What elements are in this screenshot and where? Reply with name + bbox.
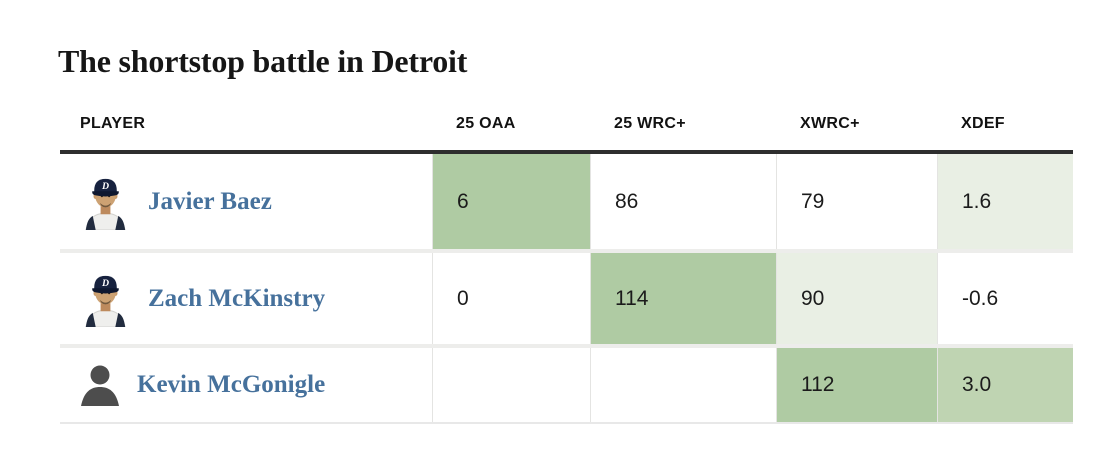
column-header-25oaa: 25 OAA <box>456 115 516 132</box>
stat-cell: -0.6 <box>937 253 1073 344</box>
stat-value: 79 <box>801 189 825 213</box>
player-cell: D Javier Baez <box>60 154 432 249</box>
page-title: The shortstop battle in Detroit <box>58 43 468 80</box>
stat-value: 112 <box>801 373 835 396</box>
player-name[interactable]: Zach McKinstry <box>148 284 326 312</box>
table-body: D Javier Baez 6 86 79 1.6 <box>60 154 1073 424</box>
stat-value: 1.6 <box>962 189 992 213</box>
stat-value: 0 <box>457 286 469 310</box>
stat-cell <box>432 348 590 422</box>
stat-cell: 90 <box>776 253 937 344</box>
stat-value: 90 <box>801 286 825 310</box>
stat-cell: 1.6 <box>937 154 1073 249</box>
stat-value: 86 <box>615 189 639 213</box>
table-header-row: PLAYER 25 OAA 25 WRC+ XWRC+ XDEF <box>60 96 1073 154</box>
stat-value: 3.0 <box>962 373 992 396</box>
stat-cell: 6 <box>432 154 590 249</box>
table-row: Kevin McGonigle 112 3.0 <box>60 344 1073 422</box>
player-name[interactable]: Javier Baez <box>148 187 272 215</box>
stat-value: -0.6 <box>962 286 999 310</box>
player-cell: D Zach McKinstry <box>60 253 432 344</box>
stat-cell: 0 <box>432 253 590 344</box>
stat-cell: 79 <box>776 154 937 249</box>
column-header-player: PLAYER <box>80 115 146 132</box>
player-silhouette-icon <box>78 364 122 406</box>
stat-value: 6 <box>457 189 469 213</box>
stats-table: PLAYER 25 OAA 25 WRC+ XWRC+ XDEF <box>60 96 1073 424</box>
svg-text:D: D <box>101 181 109 192</box>
stat-cell: 112 <box>776 348 937 422</box>
player-name[interactable]: Kevin McGonigle <box>137 371 326 398</box>
stat-cell <box>590 348 776 422</box>
player-photo: D <box>78 173 133 230</box>
player-cell: Kevin McGonigle <box>60 348 432 422</box>
column-header-xdef: XDEF <box>961 115 1005 132</box>
stat-value: 114 <box>615 286 649 310</box>
stat-cell: 114 <box>590 253 776 344</box>
column-header-25wrc: 25 WRC+ <box>614 115 686 132</box>
svg-text:D: D <box>101 278 109 289</box>
player-photo: D <box>78 270 133 327</box>
table-row: D Zach McKinstry 0 114 90 -0.6 <box>60 249 1073 344</box>
table-row: D Javier Baez 6 86 79 1.6 <box>60 154 1073 249</box>
stat-cell: 86 <box>590 154 776 249</box>
column-header-xwrc: XWRC+ <box>800 115 860 132</box>
stat-cell: 3.0 <box>937 348 1073 422</box>
